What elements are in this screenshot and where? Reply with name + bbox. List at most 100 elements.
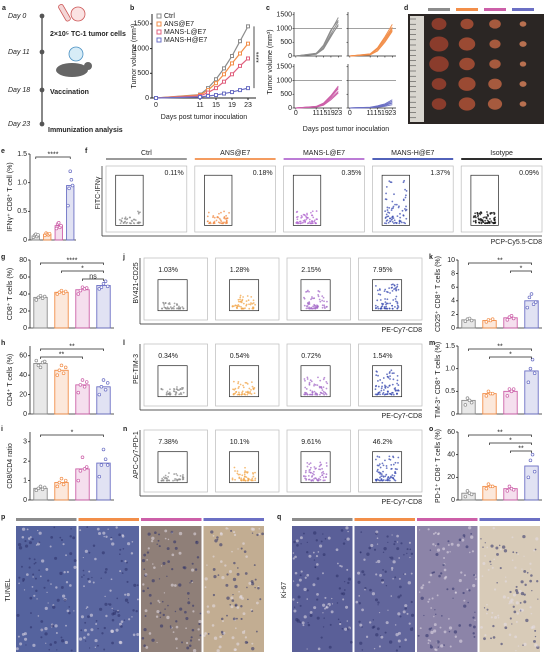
cell-texture (515, 650, 517, 652)
flow-plot (358, 257, 423, 321)
cell-texture (520, 591, 525, 596)
cell-texture (524, 583, 527, 587)
cell-texture (440, 644, 444, 648)
cell-texture (324, 607, 327, 610)
data-point (55, 484, 60, 489)
cell-texture (465, 545, 469, 549)
flow-event (393, 219, 396, 222)
flow-event (228, 211, 230, 214)
cell-texture (146, 551, 150, 554)
cell-texture (316, 616, 320, 620)
tumor (429, 56, 449, 72)
flow-event (405, 217, 408, 220)
cell-texture (382, 551, 385, 554)
cell-texture (21, 536, 25, 539)
flow-event (404, 222, 407, 225)
flow-event (313, 466, 316, 468)
cell-texture (119, 548, 122, 551)
cell-texture (322, 533, 324, 535)
flow-event (309, 379, 312, 382)
cell-texture (147, 587, 149, 590)
y-tick-label: 0 (23, 325, 27, 332)
gate (115, 174, 144, 226)
data-point (463, 319, 468, 323)
cell-texture (407, 581, 411, 585)
cell-texture (470, 532, 473, 535)
tumor (431, 98, 447, 110)
flow-event (314, 304, 317, 307)
flow-event (244, 470, 246, 472)
flow-event (302, 213, 305, 216)
cell-texture (159, 611, 162, 614)
flow-event (389, 302, 392, 305)
cell-texture (368, 546, 372, 550)
panel-label: j (122, 254, 125, 261)
cell-texture (309, 613, 313, 618)
x-tick-label: 15 (374, 110, 382, 117)
cell-texture (149, 602, 153, 605)
cell-texture (316, 563, 319, 566)
flow-event (304, 471, 307, 474)
cell-texture (83, 636, 86, 639)
y-axis-title: Tumor volume (mm³) (131, 23, 138, 88)
flow-event (317, 376, 319, 379)
flow-event (312, 216, 315, 219)
cell-texture (454, 591, 457, 594)
cell-texture (306, 589, 309, 592)
tumor (489, 59, 501, 69)
gate (157, 279, 188, 312)
flow-event (308, 381, 311, 384)
cell-texture (462, 591, 465, 595)
cell-texture (39, 575, 42, 578)
cell-texture (244, 636, 248, 639)
flow-event (476, 215, 479, 218)
cell-texture (394, 576, 397, 579)
cell-texture (433, 615, 435, 618)
flow-event (305, 307, 308, 310)
cell-texture (472, 584, 476, 588)
cell-texture (397, 639, 401, 643)
cell-texture (44, 606, 48, 611)
flow-event (180, 393, 183, 396)
y-axis-title: CD8/CD4 ratio (7, 443, 14, 489)
cell-texture (293, 606, 296, 608)
flow-event (384, 459, 386, 462)
cell-texture (250, 580, 254, 584)
cell-texture (101, 632, 104, 635)
data-point (463, 403, 468, 407)
cell-texture (176, 647, 178, 649)
cell-texture (375, 561, 378, 563)
flow-event (374, 304, 377, 307)
cell-texture (247, 598, 249, 601)
cell-texture (433, 571, 436, 574)
cell-texture (212, 535, 215, 537)
cell-texture (197, 628, 200, 631)
data-point (80, 455, 85, 460)
flow-event (387, 221, 390, 224)
gate-percent: 46.2% (373, 439, 393, 446)
cell-texture (386, 535, 389, 538)
vaccine-icon (68, 46, 84, 62)
data-point (36, 233, 40, 237)
cell-texture (17, 635, 20, 638)
flow-event (474, 221, 477, 224)
cell-texture (41, 559, 45, 563)
flow-event (386, 215, 389, 218)
cell-texture (504, 580, 508, 583)
cell-texture (65, 554, 67, 557)
flow-event (399, 216, 402, 219)
cell-texture (212, 604, 216, 608)
bar (33, 487, 48, 501)
cell-texture (346, 568, 349, 571)
cell-texture (240, 547, 243, 550)
data-point (101, 447, 106, 452)
cell-texture (84, 640, 87, 642)
cell-texture (213, 575, 217, 579)
flow-event (391, 304, 394, 307)
flow-event (239, 294, 242, 297)
flow-event (242, 302, 245, 305)
flow-event (376, 305, 379, 308)
cell-texture (121, 572, 124, 575)
flow-event (242, 386, 245, 389)
flow-event (251, 477, 254, 480)
